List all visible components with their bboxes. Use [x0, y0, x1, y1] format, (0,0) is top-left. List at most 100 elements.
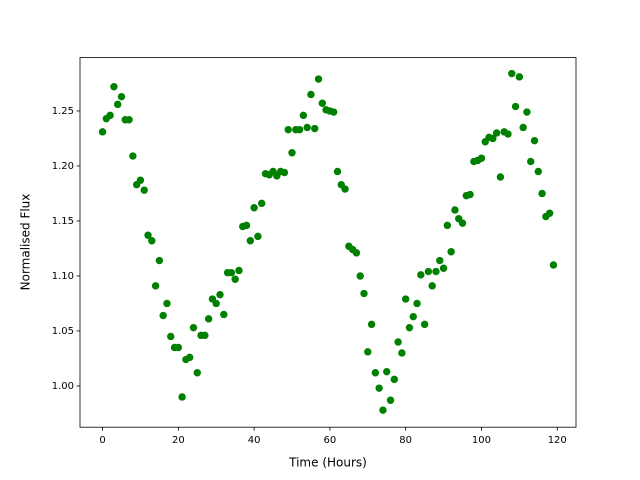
point: [352, 249, 361, 257]
point: [303, 123, 311, 132]
point: [163, 299, 171, 308]
point: [367, 320, 376, 329]
y-tick-label: 1.25: [52, 106, 74, 117]
x-tick-label: 20: [172, 435, 185, 446]
point: [549, 261, 558, 269]
point: [284, 125, 292, 134]
point: [318, 99, 327, 107]
y-tick-label: 1.05: [52, 326, 74, 337]
point: [250, 204, 258, 212]
point: [189, 323, 198, 332]
x-tick-label: 60: [324, 435, 337, 446]
plot-frame: [79, 57, 577, 428]
point: [257, 199, 266, 208]
point: [436, 256, 444, 265]
point: [375, 384, 383, 392]
point: [159, 311, 167, 320]
point: [489, 134, 497, 143]
point: [356, 272, 364, 280]
x-tick-label: 80: [399, 435, 412, 446]
point: [527, 157, 535, 166]
point: [394, 338, 402, 346]
point: [307, 90, 315, 99]
point: [364, 348, 372, 356]
point: [383, 367, 391, 376]
point: [212, 299, 220, 308]
point: [299, 111, 308, 120]
point: [254, 232, 262, 241]
point: [204, 315, 213, 323]
point: [519, 123, 527, 132]
point: [492, 129, 501, 137]
point: [432, 267, 440, 276]
point: [424, 267, 433, 276]
x-tick-label: 100: [472, 435, 491, 446]
point: [420, 320, 429, 329]
point: [439, 264, 448, 272]
point: [379, 406, 387, 414]
point: [398, 349, 406, 357]
point: [155, 256, 164, 265]
point: [534, 167, 542, 176]
point: [405, 323, 414, 332]
point: [409, 312, 417, 321]
point: [360, 289, 368, 298]
x-tick-label: 120: [548, 435, 567, 446]
point: [515, 73, 524, 81]
point: [174, 343, 183, 352]
y-tick-label: 1.00: [52, 381, 74, 392]
point: [329, 108, 338, 116]
point: [295, 125, 304, 134]
point: [148, 237, 156, 245]
x-axis-label: Time (Hours): [288, 456, 367, 470]
point: [341, 185, 349, 193]
point: [371, 369, 380, 377]
point: [314, 75, 323, 83]
point: [417, 271, 425, 279]
point: [140, 186, 148, 194]
point: [110, 83, 118, 91]
point: [98, 128, 107, 136]
point: [538, 189, 546, 198]
point: [458, 219, 467, 227]
point: [129, 152, 137, 160]
point: [106, 111, 114, 120]
point: [447, 248, 455, 256]
point: [508, 69, 516, 78]
point: [136, 176, 145, 184]
point: [311, 124, 319, 133]
point: [288, 149, 296, 157]
point: [401, 295, 410, 303]
point: [144, 231, 152, 239]
point: [235, 266, 243, 275]
y-tick-label: 1.10: [52, 271, 74, 282]
x-tick-label: 0: [99, 435, 105, 446]
point: [530, 136, 539, 145]
point: [216, 290, 224, 299]
point: [443, 221, 452, 230]
point: [220, 310, 228, 319]
y-tick-label: 1.15: [52, 216, 74, 227]
point: [496, 173, 505, 181]
point: [466, 190, 474, 199]
point: [167, 332, 175, 341]
point: [477, 154, 486, 162]
y-axis-label: Normalised Flux: [19, 194, 33, 291]
point: [125, 116, 133, 124]
point: [185, 353, 194, 362]
point: [523, 108, 531, 116]
point: [227, 268, 236, 277]
point: [151, 282, 160, 290]
point: [504, 130, 512, 138]
point: [451, 206, 459, 214]
point: [511, 102, 520, 111]
point: [428, 282, 436, 290]
point: [242, 221, 251, 230]
point: [545, 209, 554, 217]
point: [280, 168, 289, 177]
point: [231, 275, 239, 283]
point: [178, 393, 186, 401]
point: [114, 100, 122, 109]
